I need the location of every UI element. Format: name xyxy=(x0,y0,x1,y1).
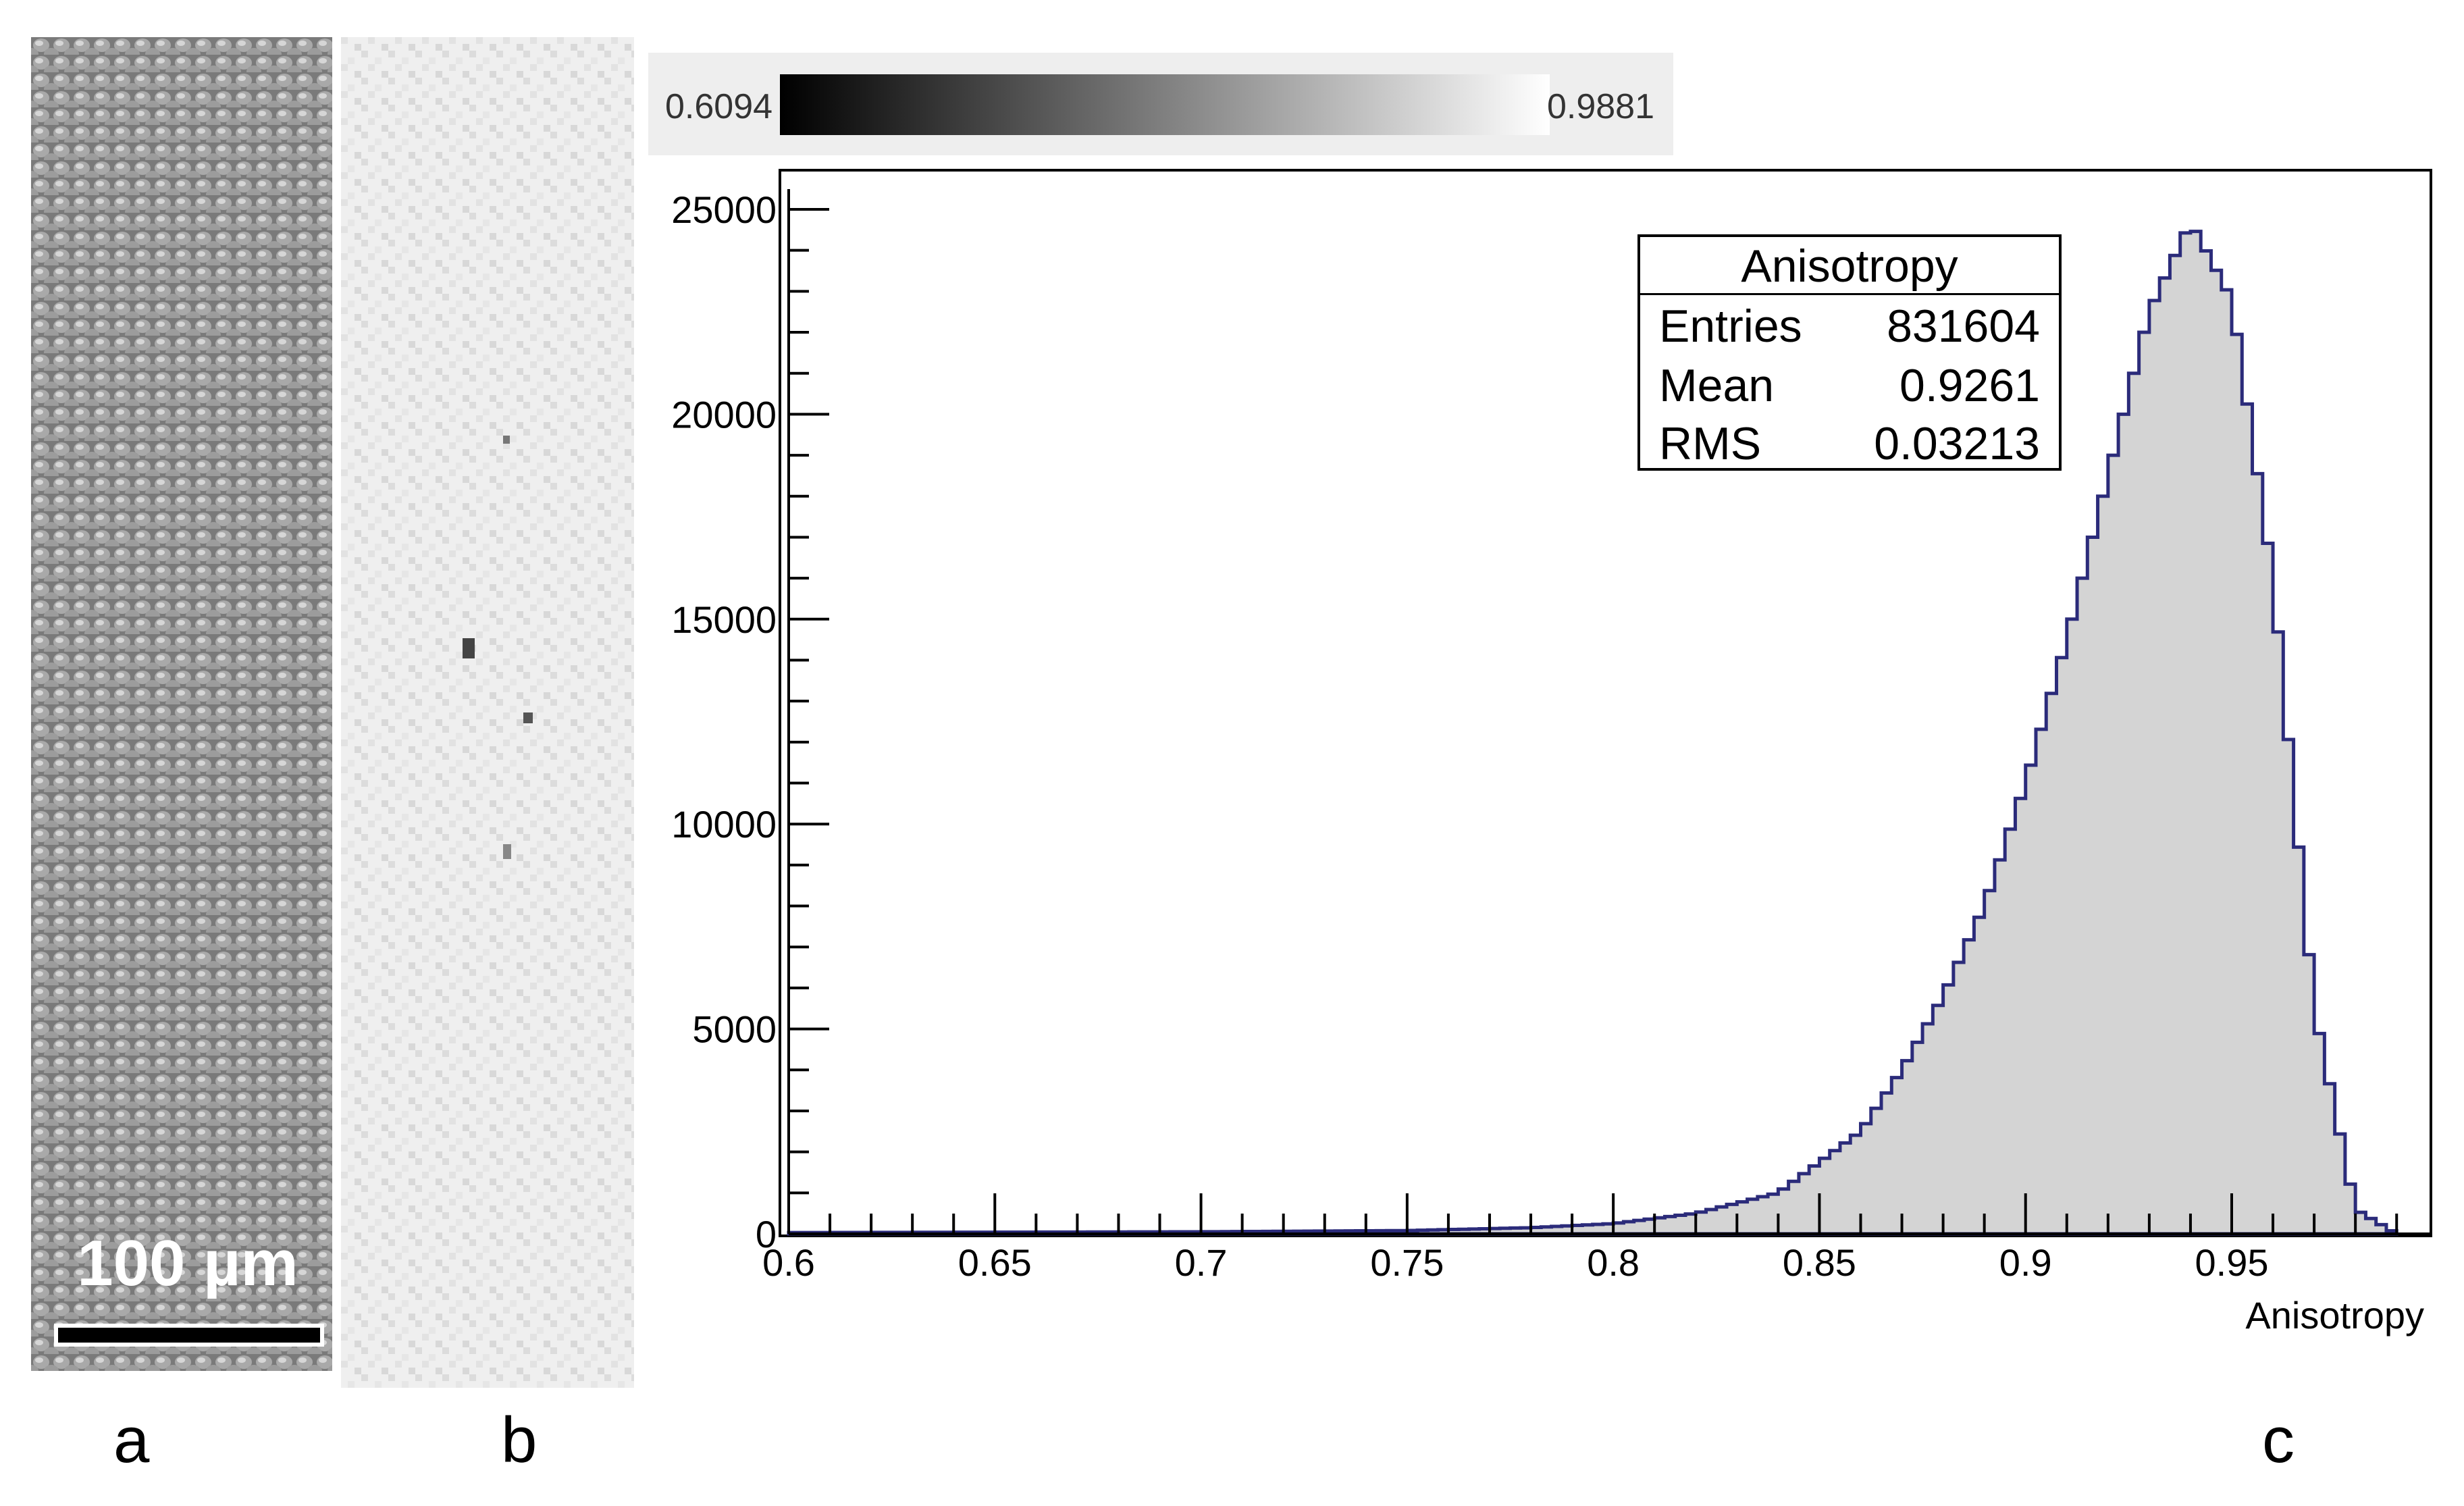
y-tick-label: 10000 xyxy=(671,803,777,846)
y-tick-label: 25000 xyxy=(671,188,777,231)
stats-row-rms: RMS 0.03213 xyxy=(1659,414,2040,473)
x-tick-label: 0.95 xyxy=(2195,1241,2269,1284)
x-tick-label: 0.65 xyxy=(958,1241,1032,1284)
x-axis-label: Anisotropy xyxy=(2245,1294,2424,1336)
stats-row-mean: Mean 0.9261 xyxy=(1659,356,2040,415)
stats-key: Entries xyxy=(1659,301,1802,352)
colorbar-min-label: 0.6094 xyxy=(665,87,773,126)
sem-texture xyxy=(31,37,332,1371)
y-tick-label: 20000 xyxy=(671,393,777,436)
stats-value: 0.03213 xyxy=(1874,418,2040,469)
y-tick-label: 0 xyxy=(756,1213,777,1255)
y-tick-label: 5000 xyxy=(692,1008,777,1051)
x-tick-label: 0.7 xyxy=(1175,1241,1228,1284)
stats-value: 0.9261 xyxy=(1899,360,2040,411)
color-scale-bar: 0.6094 0.9881 xyxy=(648,53,1673,155)
scale-bar xyxy=(54,1324,324,1347)
stats-key: RMS xyxy=(1659,418,1762,469)
histogram-series xyxy=(787,230,2399,1236)
scale-bar-label: 100 µm xyxy=(77,1227,298,1299)
x-tick-label: 0.75 xyxy=(1370,1241,1444,1284)
sem-micrograph: 100 µm xyxy=(31,37,332,1371)
stats-key: Mean xyxy=(1659,360,1775,411)
colorbar-gradient xyxy=(780,74,1550,135)
panel-label-a: a xyxy=(113,1404,150,1476)
anisotropy-map-texture xyxy=(341,37,634,1388)
stats-title: Anisotropy xyxy=(1640,237,2059,295)
colorbar-max-label: 0.9881 xyxy=(1546,87,1654,126)
panel-label-b: b xyxy=(501,1404,538,1476)
anisotropy-histogram: 0 5000 10000 15000 20000 25000 0.6 0.65 0.7 0.75 0… xyxy=(671,169,2432,1336)
y-tick-label: 15000 xyxy=(671,598,777,641)
anisotropy-map xyxy=(341,37,634,1388)
x-tick-label: 0.9 xyxy=(1999,1241,2052,1284)
x-tick-label: 0.6 xyxy=(762,1241,815,1284)
stats-box: Anisotropy Entries 831604 Mean 0.9261 RM… xyxy=(1637,234,2062,471)
panel-label-c: c xyxy=(2262,1404,2295,1476)
stats-value: 831604 xyxy=(1887,301,2040,352)
x-tick-label: 0.8 xyxy=(1587,1241,1640,1284)
x-tick-label: 0.85 xyxy=(1783,1241,1856,1284)
stats-row-entries: Entries 831604 xyxy=(1659,296,2040,356)
